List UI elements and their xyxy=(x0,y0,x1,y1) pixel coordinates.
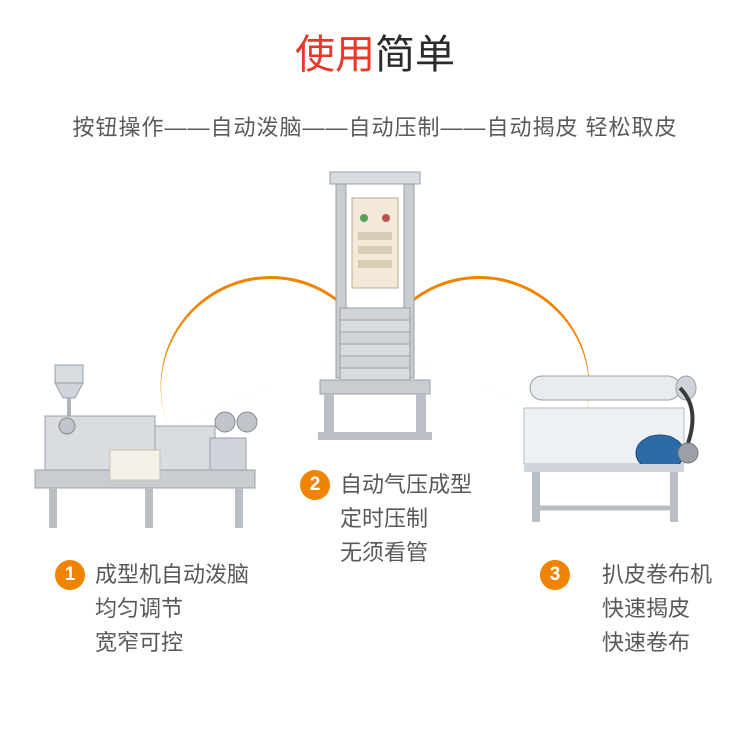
step-badge-3: 3 xyxy=(540,560,570,590)
main-title: 使用简单 xyxy=(0,22,750,80)
step1-line2: 均匀调节 xyxy=(95,592,249,626)
step-desc-3: 扒皮卷布机 快速揭皮 快速卷布 xyxy=(602,558,712,660)
step3-line1: 扒皮卷布机 xyxy=(602,558,712,592)
step3-line3: 快速卷布 xyxy=(602,626,712,660)
title-red-part: 使用 xyxy=(295,33,375,77)
title-black-part: 简单 xyxy=(375,33,455,77)
step2-line1: 自动气压成型 xyxy=(340,468,472,502)
step1-line1: 成型机自动泼脑 xyxy=(95,558,249,592)
subtitle-steps: 按钮操作——自动泼脑——自动压制——自动揭皮 轻松取皮 xyxy=(0,110,750,142)
step-badge-2: 2 xyxy=(300,470,330,500)
peeling-machine-graphic xyxy=(510,358,710,538)
step2-line3: 无须看管 xyxy=(340,536,472,570)
step-desc-2: 自动气压成型 定时压制 无须看管 xyxy=(340,468,472,570)
step1-line3: 宽窄可控 xyxy=(95,626,249,660)
step3-line2: 快速揭皮 xyxy=(602,592,712,626)
step-desc-1: 成型机自动泼脑 均匀调节 宽窄可控 xyxy=(95,558,249,660)
step2-line2: 定时压制 xyxy=(340,502,472,536)
step-badge-1: 1 xyxy=(55,560,85,590)
forming-machine-graphic xyxy=(25,360,265,540)
press-machine-graphic xyxy=(300,168,450,448)
